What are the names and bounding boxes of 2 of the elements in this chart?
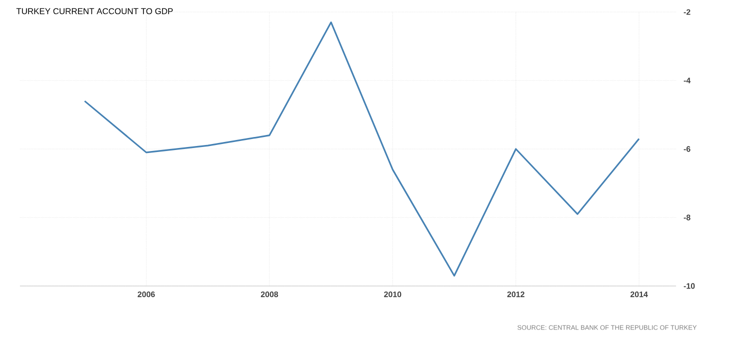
chart-title: TURKEY CURRENT ACCOUNT TO GDP (16, 8, 173, 14)
line-series (84, 21, 640, 277)
